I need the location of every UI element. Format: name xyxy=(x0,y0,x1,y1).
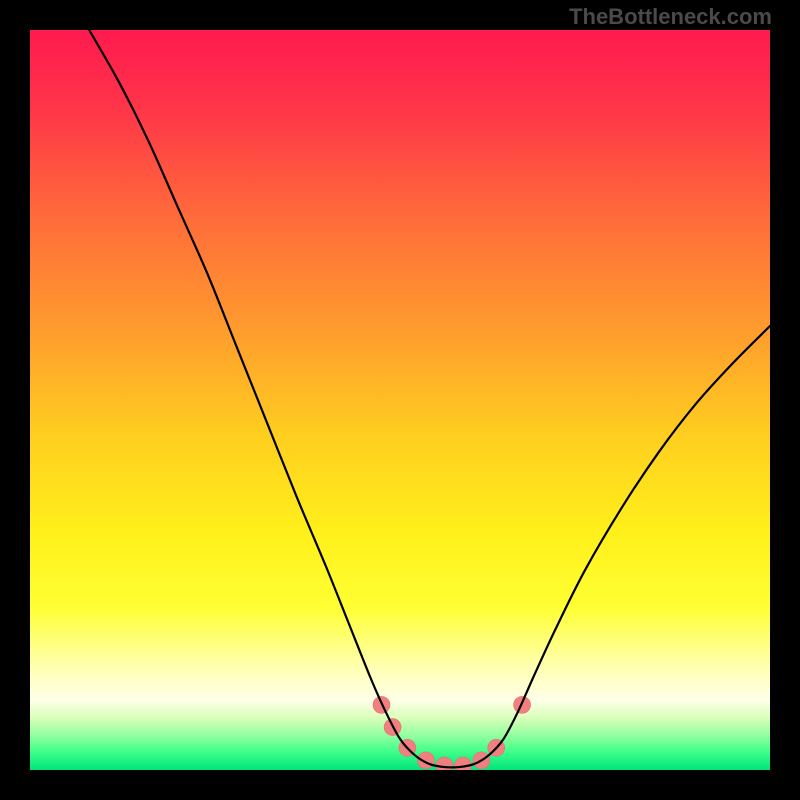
chart-stage: TheBottleneck.com xyxy=(0,0,800,800)
curve-overlay-svg xyxy=(30,30,770,770)
watermark-text: TheBottleneck.com xyxy=(569,4,772,30)
bottleneck-marker xyxy=(417,752,434,769)
bottleneck-curve xyxy=(89,30,770,767)
plot-area xyxy=(30,30,770,770)
